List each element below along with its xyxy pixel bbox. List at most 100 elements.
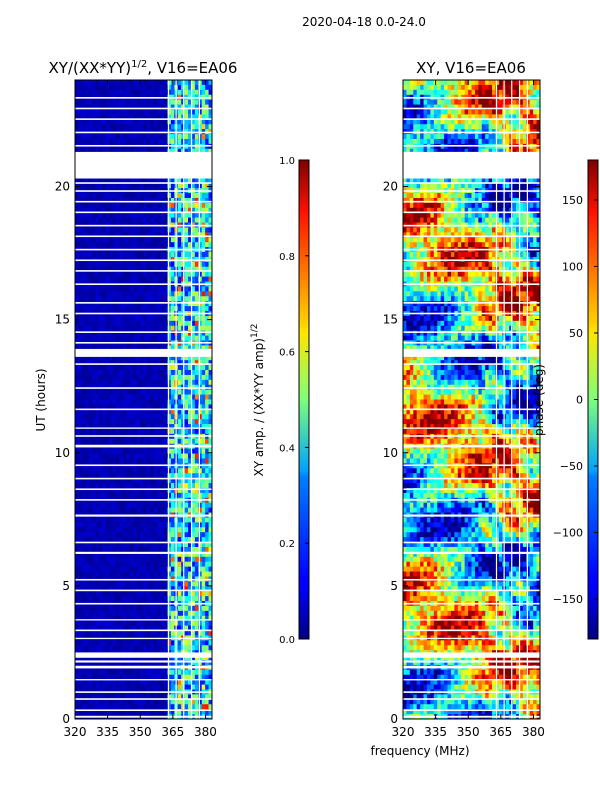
amp-heatmap-cell	[184, 183, 189, 189]
amp-heatmap-cell	[143, 119, 148, 125]
amp-heatmap-cell	[98, 561, 103, 568]
amp-heatmap-cell	[143, 561, 148, 568]
amp-heatmap-cell	[164, 360, 168, 366]
amp-heatmap-cell	[164, 409, 168, 415]
amp-heatmap-cell	[201, 335, 206, 341]
amp-heatmap-cell	[85, 684, 90, 690]
amp-heatmap-cell	[88, 148, 93, 155]
amp-heatmap-cell	[146, 301, 151, 307]
amp-heatmap-cell	[92, 212, 96, 219]
amp-heatmap-cell	[157, 478, 162, 484]
amp-heatmap-cell	[198, 487, 203, 494]
amp-heatmap-cell	[160, 124, 165, 130]
amp-heatmap-cell	[122, 291, 127, 297]
amp-heatmap-cell	[126, 438, 131, 445]
amp-heatmap-cell	[205, 424, 209, 430]
amp-heatmap-cell	[122, 178, 127, 184]
amp-heatmap-cell	[143, 674, 148, 681]
amp-heatmap-cell	[116, 483, 120, 489]
amp-heatmap-cell	[81, 546, 86, 553]
amp-heatmap-cell	[81, 522, 86, 528]
amp-heatmap-cell	[116, 207, 120, 214]
amp-heatmap-cell	[112, 379, 117, 386]
amp-heatmap-cell	[150, 551, 155, 558]
amp-heatmap-cell	[181, 193, 185, 199]
amp-heatmap-cell	[146, 492, 151, 499]
amp-heatmap-cell	[75, 345, 79, 351]
amp-heatmap-cell	[92, 104, 96, 110]
amp-heatmap-cell	[81, 596, 86, 602]
amp-heatmap-cell	[109, 104, 114, 110]
amp-heatmap-cell	[133, 360, 138, 366]
amp-heatmap-cell	[88, 320, 93, 327]
amp-heatmap-cell	[109, 453, 114, 459]
amp-heatmap-cell	[177, 325, 182, 332]
amp-heatmap-cell	[105, 586, 110, 592]
amp-heatmap-cell	[188, 370, 192, 376]
amp-heatmap-cell	[140, 483, 144, 489]
amp-heatmap-cell	[198, 586, 203, 592]
amp-heatmap-cell	[133, 370, 138, 376]
amp-heatmap-cell	[81, 428, 86, 435]
amp-heatmap-cell	[157, 232, 162, 238]
amp-heatmap-cell	[98, 232, 103, 238]
amp-heatmap-cell	[167, 596, 172, 602]
amp-heatmap-cell	[150, 596, 155, 602]
amp-heatmap-cell	[198, 542, 203, 548]
amp-heatmap-cell	[181, 625, 185, 631]
amp-heatmap-cell	[112, 242, 117, 248]
amp-heatmap-cell	[160, 394, 165, 400]
amp-heatmap-cell	[201, 448, 206, 454]
amp-heatmap-cell	[119, 473, 124, 479]
amp-heatmap-cell	[78, 301, 83, 307]
amp-heatmap-cell	[85, 428, 90, 435]
amp-heatmap-cell	[105, 276, 110, 282]
amp-heatmap-cell	[170, 483, 175, 489]
amp-heatmap-cell	[95, 389, 100, 395]
amp-heatmap-cell	[177, 610, 182, 617]
amp-heatmap-cell	[136, 266, 141, 273]
amp-heatmap-cell	[153, 379, 158, 386]
amp-heatmap-cell	[88, 374, 93, 381]
amp-heatmap-cell	[167, 370, 172, 376]
amp-heatmap-cell	[92, 527, 96, 533]
amp-heatmap-cell	[98, 453, 103, 459]
amp-heatmap-cell	[88, 542, 93, 548]
amp-heatmap-cell	[188, 399, 192, 405]
amp-heatmap-cell	[194, 114, 199, 120]
amp-heatmap-cell	[170, 286, 175, 292]
amp-heatmap-cell	[129, 684, 134, 690]
amp-heatmap-cell	[143, 370, 148, 376]
amp-heatmap-cell	[201, 551, 206, 558]
amp-heatmap-cell	[105, 365, 110, 371]
amp-heatmap-cell	[92, 566, 96, 572]
amp-heatmap-cell	[160, 178, 165, 184]
amp-heatmap-cell	[188, 487, 192, 494]
amp-heatmap-cell	[160, 207, 165, 214]
amp-heatmap-cell	[112, 473, 117, 479]
amp-heatmap-cell	[164, 669, 168, 676]
amp-heatmap-cell	[129, 527, 134, 533]
amp-heatmap-cell	[92, 424, 96, 430]
amp-heatmap-cell	[136, 517, 141, 523]
amp-heatmap-cell	[109, 99, 114, 105]
amp-heatmap-cell	[136, 556, 141, 563]
amp-heatmap-cell	[146, 80, 151, 86]
amp-heatmap-cell	[191, 448, 196, 454]
amp-heatmap-cell	[205, 389, 209, 395]
amp-heatmap-cell	[167, 325, 172, 332]
amp-heatmap-cell	[191, 605, 196, 612]
amp-heatmap-cell	[153, 542, 158, 548]
amp-heatmap-cell	[181, 330, 185, 336]
amp-heatmap-cell	[129, 566, 134, 572]
amp-heatmap-cell	[78, 404, 83, 410]
amp-heatmap-cell	[198, 232, 203, 238]
amp-heatmap-cell	[133, 252, 138, 258]
amp-heatmap-cell	[88, 261, 93, 268]
amp-heatmap-cell	[109, 217, 114, 223]
amp-heatmap-cell	[153, 448, 158, 454]
amp-heatmap-cell	[129, 134, 134, 140]
amp-heatmap-cell	[167, 586, 172, 592]
amp-heatmap-cell	[167, 80, 172, 86]
amp-heatmap-cell	[140, 330, 144, 336]
